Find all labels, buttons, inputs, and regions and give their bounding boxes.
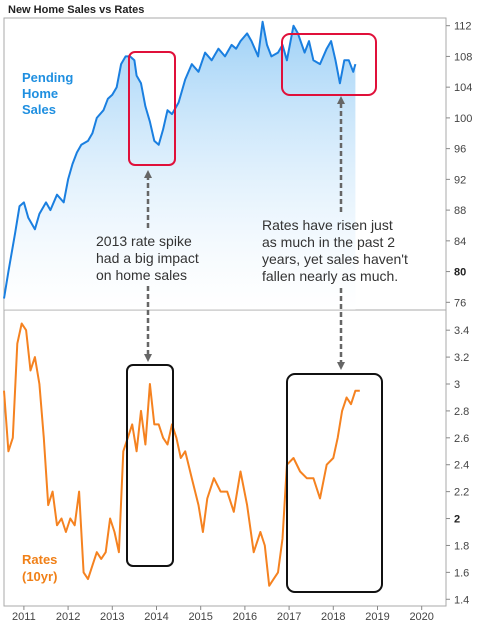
x-tick-label: 2019 (365, 611, 389, 623)
annotation-right-line: fallen nearly as much. (262, 268, 398, 284)
rates-series-label-line: Rates (22, 552, 57, 567)
sales-y-tick-label: 80 (454, 267, 466, 279)
x-tick-label: 2013 (100, 611, 124, 623)
sales-y-tick-label: 88 (454, 205, 466, 217)
annotation-left-line: on home sales (96, 267, 187, 283)
x-tick-label: 2016 (233, 611, 257, 623)
rates-y-tick-label: 1.6 (454, 567, 469, 579)
sales-series-label-line: Pending (22, 70, 73, 85)
rates-y-tick-label: 3.4 (454, 325, 469, 337)
rates-series-label: Rates (10yr) (22, 552, 61, 584)
rates-y-tick-label: 3.2 (454, 352, 469, 364)
sales-y-tick-label: 84 (454, 236, 466, 248)
rates-y-tick-label: 2 (454, 514, 460, 526)
sales-y-tick-label: 100 (454, 113, 472, 125)
highlight-box-2013-sales (128, 51, 176, 166)
rates-line (3, 322, 360, 587)
rates-y-tick-label: 2.4 (454, 460, 469, 472)
rates-y-tick-label: 3 (454, 379, 460, 391)
sales-area (4, 21, 356, 311)
highlight-box-2013-rates (126, 364, 174, 567)
x-tick-label: 2011 (12, 611, 36, 623)
x-tick-label: 2020 (409, 611, 433, 623)
x-tick-label: 2012 (56, 611, 80, 623)
sales-line (3, 20, 357, 299)
sales-y-tick-label: 92 (454, 174, 466, 186)
rates-y-tick-label: 2.6 (454, 433, 469, 445)
annotation-left-line: had a big impact (96, 250, 199, 266)
x-tick-label: 2017 (277, 611, 301, 623)
annotation-right: Rates have risen just as much in the pas… (262, 217, 412, 284)
highlight-box-2017-sales (281, 33, 377, 96)
annotation-right-line: Rates have risen just (262, 217, 393, 233)
x-tick-label: 2018 (321, 611, 345, 623)
annotation-right-line: years, yet sales haven't (262, 251, 408, 267)
chart-title: New Home Sales vs Rates (8, 4, 144, 16)
sales-y-tick-label: 104 (454, 82, 472, 94)
highlight-box-2017-rates (286, 373, 383, 593)
sales-series-label: Pending Home Sales (22, 70, 77, 117)
rates-y-tick-label: 1.4 (454, 594, 469, 606)
sales-y-tick-label: 76 (454, 297, 466, 309)
annotation-left: 2013 rate spike had a big impact on home… (96, 233, 203, 283)
x-tick-label: 2014 (144, 611, 168, 623)
sales-y-tick-label: 96 (454, 144, 466, 156)
rates-series-label-line: (10yr) (22, 569, 57, 584)
rates-y-tick-label: 1.8 (454, 540, 469, 552)
rates-y-tick-label: 2.8 (454, 406, 469, 418)
sales-y-tick-label: 108 (454, 51, 472, 63)
sales-y-tick-label: 112 (454, 21, 472, 33)
rates-panel (3, 309, 447, 607)
sales-series-label-line: Sales (22, 102, 56, 117)
x-tick-label: 2015 (188, 611, 212, 623)
sales-series-label-line: Home (22, 86, 58, 101)
rates-y-tick-label: 2.2 (454, 487, 469, 499)
annotation-left-line: 2013 rate spike (96, 233, 192, 249)
annotation-right-line: as much in the past 2 (262, 234, 395, 250)
